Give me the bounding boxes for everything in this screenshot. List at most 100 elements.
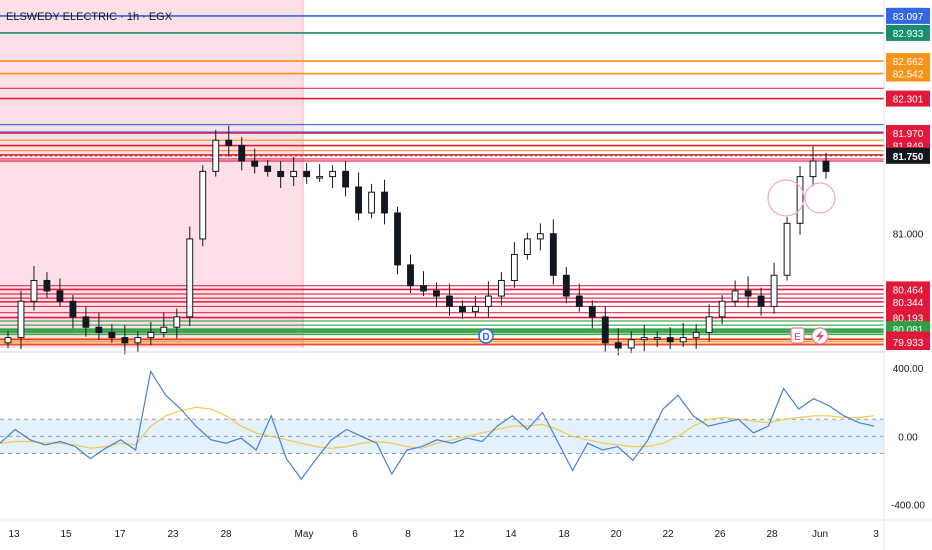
time-tick-label: 15 [60, 529, 72, 540]
level-label: 80.193 [893, 314, 924, 325]
candle-body[interactable] [420, 285, 427, 292]
candle-body[interactable] [822, 160, 830, 172]
candle-body[interactable] [731, 290, 739, 302]
candle-body[interactable] [549, 233, 557, 276]
candle-body[interactable] [484, 295, 492, 307]
level-label: 82.662 [893, 57, 924, 68]
chart-title: ELSWEDY ELECTRIC · 1h · EGX [6, 11, 173, 23]
level-label-box [886, 281, 930, 298]
candle-body[interactable] [212, 139, 220, 172]
time-tick-label: 6 [352, 529, 358, 540]
level-label-box [886, 53, 930, 70]
candle-body[interactable] [796, 176, 804, 224]
time-tick-label: 14 [505, 529, 517, 540]
candle-body[interactable] [666, 337, 674, 343]
candle-body[interactable] [679, 337, 687, 343]
candle-body[interactable] [17, 300, 25, 339]
candle-body[interactable] [692, 331, 700, 339]
level-label-box [886, 334, 930, 350]
candle-body[interactable] [472, 305, 479, 313]
candle-body[interactable] [342, 170, 350, 188]
candle-body[interactable] [251, 160, 259, 167]
candle-body[interactable] [588, 305, 596, 318]
candle-body[interactable] [264, 165, 272, 172]
candle-body[interactable] [368, 191, 375, 214]
osc-tick-label: 0.00 [898, 432, 918, 443]
candle-body[interactable] [277, 170, 285, 178]
current-price-label: 81.750 [893, 152, 924, 163]
candle-body[interactable] [4, 337, 12, 344]
candle-body[interactable] [718, 300, 726, 318]
candle-body[interactable] [601, 316, 609, 344]
candle-body[interactable] [43, 279, 51, 292]
price-axis [884, 0, 932, 550]
candle-body[interactable] [627, 339, 635, 349]
candle-body[interactable] [30, 279, 38, 302]
candle-body[interactable] [69, 300, 77, 318]
candle-body[interactable] [329, 170, 337, 178]
candle-body[interactable] [510, 254, 518, 281]
candle-body[interactable] [446, 295, 453, 307]
candle-body[interactable] [199, 170, 207, 240]
lightning-icon-glyph [816, 330, 824, 342]
candle-body[interactable] [653, 337, 661, 340]
candle-body[interactable] [121, 337, 129, 344]
candle-body[interactable] [160, 326, 168, 333]
level-label-box [886, 124, 930, 141]
level-label-box [886, 24, 930, 41]
time-tick-label: 8 [405, 529, 411, 540]
candle-body[interactable] [316, 176, 324, 179]
highlight-circle [767, 179, 805, 217]
candle-body[interactable] [303, 170, 311, 178]
level-label: 81.970 [893, 129, 924, 140]
level-label-box [886, 65, 930, 82]
time-tick-label: 17 [114, 529, 126, 540]
candle-body[interactable] [614, 342, 622, 349]
highlight-zone [0, 0, 303, 348]
candle-body[interactable] [407, 264, 414, 287]
candle-body[interactable] [147, 331, 155, 339]
candle-body[interactable] [108, 331, 116, 339]
candle-body[interactable] [394, 212, 401, 266]
candle-body[interactable] [705, 316, 713, 333]
cci-line [0, 369, 875, 481]
candle-body[interactable] [575, 295, 583, 307]
candle-body[interactable] [523, 238, 531, 256]
candle-body[interactable] [433, 290, 440, 297]
candle-body[interactable] [173, 316, 181, 328]
candle-body[interactable] [82, 316, 90, 328]
time-tick-label: May [295, 529, 314, 540]
candle-body[interactable] [56, 290, 64, 302]
level-label: 82.301 [893, 95, 924, 106]
candle-body[interactable] [536, 233, 544, 240]
candle-body[interactable] [355, 186, 362, 214]
time-tick-label: 23 [167, 529, 179, 540]
price-tick-label: 81.000 [893, 230, 924, 241]
level-label: 83.097 [893, 12, 924, 23]
candle-body[interactable] [225, 139, 233, 146]
candle-body[interactable] [134, 337, 142, 344]
candle-body[interactable] [186, 238, 194, 318]
candle-body[interactable] [497, 279, 505, 297]
candle-body[interactable] [809, 160, 817, 178]
time-tick-label: 28 [766, 529, 778, 540]
current-price-box [886, 147, 930, 164]
candle-body[interactable] [757, 295, 765, 307]
candle-body[interactable] [770, 274, 778, 307]
candle-body[interactable] [744, 290, 752, 297]
candle-body[interactable] [640, 337, 648, 341]
time-tick-label: 20 [610, 529, 622, 540]
osc-tick-label: -400.00 [891, 501, 925, 512]
candle-body[interactable] [783, 222, 791, 276]
candle-body[interactable] [95, 326, 103, 333]
candle-body[interactable] [562, 274, 570, 297]
dividend-marker[interactable] [478, 328, 494, 344]
candle-body[interactable] [238, 144, 246, 162]
earnings-marker[interactable] [790, 327, 805, 344]
candle-body[interactable] [381, 191, 388, 214]
candle-body[interactable] [290, 170, 298, 178]
time-tick-label: 28 [220, 529, 232, 540]
time-tick-label: 12 [453, 529, 465, 540]
candle-body[interactable] [459, 305, 466, 313]
